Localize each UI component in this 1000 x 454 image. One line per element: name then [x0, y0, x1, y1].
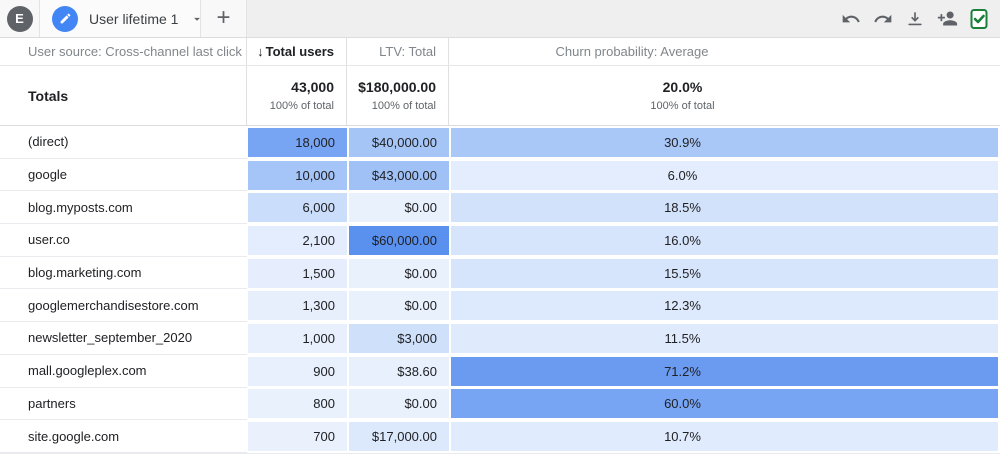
ltv-heatmap-cell[interactable]: $40,000.00 [349, 127, 449, 157]
column-header-total-users-label: Total users [265, 44, 334, 59]
churn-heatmap-cell[interactable]: 71.2% [451, 356, 998, 386]
table-row[interactable]: google 10,000 $43,000.00 6.0% [0, 159, 1000, 192]
users-heatmap-cell[interactable]: 6,000 [248, 193, 347, 223]
edit-tab-icon [52, 5, 78, 32]
undo-icon[interactable] [835, 3, 867, 35]
column-header-user-source[interactable]: User source: Cross-channel last click [0, 38, 247, 65]
users-heatmap-cell[interactable]: 1,000 [248, 323, 347, 353]
table-row[interactable]: partners 800 $0.00 60.0% [0, 388, 1000, 421]
totals-row: Totals 43,000 100% of total $180,000.00 … [0, 66, 1000, 126]
totals-ltv-value: $180,000.00 [358, 79, 436, 95]
user-avatar[interactable]: E [0, 0, 40, 37]
row-source-label: partners [0, 388, 247, 421]
row-source-label: mall.googleplex.com [0, 355, 247, 388]
ltv-heatmap-cell[interactable]: $17,000.00 [349, 422, 449, 452]
users-heatmap-cell[interactable]: 1,300 [248, 291, 347, 321]
add-tab-button[interactable]: + [200, 0, 247, 37]
churn-heatmap-cell[interactable]: 15.5% [451, 258, 998, 288]
table-row[interactable]: site.google.com 700 $17,000.00 10.7% [0, 420, 1000, 453]
totals-churn-cell: 20.0% 100% of total [449, 66, 1000, 125]
table-row[interactable]: (direct) 18,000 $40,000.00 30.9% [0, 126, 1000, 159]
ltv-heatmap-cell[interactable]: $43,000.00 [349, 160, 449, 190]
churn-heatmap-cell[interactable]: 18.5% [451, 193, 998, 223]
ltv-heatmap-cell[interactable]: $0.00 [349, 291, 449, 321]
users-heatmap-cell[interactable]: 800 [248, 389, 347, 419]
ltv-heatmap-cell[interactable]: $0.00 [349, 258, 449, 288]
totals-users-share: 100% of total [269, 100, 334, 112]
row-source-label: user.co [0, 224, 247, 257]
churn-heatmap-cell[interactable]: 60.0% [451, 389, 998, 419]
churn-heatmap-cell[interactable]: 10.7% [451, 422, 998, 452]
churn-heatmap-cell[interactable]: 16.0% [451, 225, 998, 255]
tab-title: User lifetime 1 [89, 10, 179, 27]
totals-ltv-cell: $180,000.00 100% of total [347, 66, 449, 125]
ltv-heatmap-cell[interactable]: $3,000 [349, 323, 449, 353]
users-heatmap-cell[interactable]: 10,000 [248, 160, 347, 190]
table-header-row: User source: Cross-channel last click ↓ … [0, 38, 1000, 66]
totals-churn-share: 100% of total [650, 100, 715, 112]
ltv-heatmap-cell[interactable]: $0.00 [349, 389, 449, 419]
row-source-label: (direct) [0, 126, 247, 159]
chevron-down-icon[interactable] [190, 12, 204, 26]
row-source-label: newsletter_september_2020 [0, 322, 247, 355]
churn-heatmap-cell[interactable]: 30.9% [451, 127, 998, 157]
totals-users-cell: 43,000 100% of total [247, 66, 347, 125]
add-collaborator-icon[interactable] [931, 3, 963, 35]
users-heatmap-cell[interactable]: 2,100 [248, 225, 347, 255]
ltv-heatmap-cell[interactable]: $60,000.00 [349, 225, 449, 255]
table-row[interactable]: mall.googleplex.com 900 $38.60 71.2% [0, 355, 1000, 388]
column-header-churn[interactable]: Churn probability: Average [555, 44, 709, 59]
ltv-heatmap-cell[interactable]: $38.60 [349, 356, 449, 386]
toolbar [247, 0, 1000, 37]
redo-icon[interactable] [867, 3, 899, 35]
totals-churn-value: 20.0% [662, 79, 703, 95]
table-body: (direct) 18,000 $40,000.00 30.9% google … [0, 126, 1000, 453]
table-row[interactable]: googlemerchandisestore.com 1,300 $0.00 1… [0, 289, 1000, 323]
row-source-label: blog.marketing.com [0, 257, 247, 290]
churn-heatmap-cell[interactable]: 11.5% [451, 323, 998, 353]
tab-bar: E User lifetime 1 + [0, 0, 1000, 38]
users-heatmap-cell[interactable]: 18,000 [248, 127, 347, 157]
download-icon[interactable] [899, 3, 931, 35]
ltv-heatmap-cell[interactable]: $0.00 [349, 193, 449, 223]
row-source-label: google [0, 159, 247, 192]
tab-user-lifetime[interactable]: User lifetime 1 [40, 0, 201, 37]
totals-label: Totals [0, 66, 247, 125]
table-row[interactable]: newsletter_september_2020 1,000 $3,000 1… [0, 322, 1000, 355]
table-row[interactable]: blog.myposts.com 6,000 $0.00 18.5% [0, 191, 1000, 225]
column-header-total-users[interactable]: ↓ Total users [247, 38, 347, 65]
sort-descending-icon: ↓ [257, 44, 264, 59]
row-source-label: googlemerchandisestore.com [0, 289, 247, 323]
column-header-ltv[interactable]: LTV: Total [347, 38, 449, 65]
table-row[interactable]: blog.marketing.com 1,500 $0.00 15.5% [0, 257, 1000, 290]
users-heatmap-cell[interactable]: 1,500 [248, 258, 347, 288]
row-source-label: blog.myposts.com [0, 191, 247, 225]
export-to-sheets-icon[interactable] [963, 3, 995, 35]
users-heatmap-cell[interactable]: 700 [248, 422, 347, 452]
churn-heatmap-cell[interactable]: 6.0% [451, 160, 998, 190]
churn-heatmap-cell[interactable]: 12.3% [451, 291, 998, 321]
totals-users-value: 43,000 [291, 79, 334, 95]
totals-ltv-share: 100% of total [371, 100, 436, 112]
plus-icon: + [216, 3, 231, 31]
avatar: E [6, 5, 33, 32]
users-heatmap-cell[interactable]: 900 [248, 356, 347, 386]
table-row[interactable]: user.co 2,100 $60,000.00 16.0% [0, 224, 1000, 257]
row-source-label: site.google.com [0, 420, 247, 453]
